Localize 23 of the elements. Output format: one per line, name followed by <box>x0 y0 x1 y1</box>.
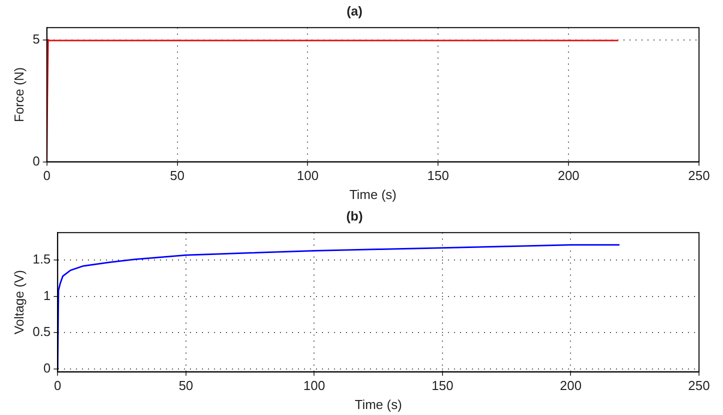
x-tick-label: 200 <box>558 168 580 184</box>
x-tick-label: 50 <box>170 168 184 184</box>
x-tick-label: 150 <box>432 378 454 394</box>
y-tick-label: 1.5 <box>32 252 51 267</box>
x-tick-label: 200 <box>560 378 582 394</box>
x-axis-title: Time (s) <box>354 396 402 412</box>
y-axis-title: Force (N) <box>11 67 26 122</box>
y-axis-title: Voltage (V) <box>11 270 26 334</box>
x-tick-label: 100 <box>296 168 319 184</box>
chart-title: (b) <box>346 208 363 224</box>
y-tick-label: 0 <box>32 153 40 168</box>
x-axis-title: Time (s) <box>349 186 397 202</box>
y-tick-label: 1 <box>43 288 51 303</box>
y-tick-label: 0.5 <box>32 324 51 340</box>
y-tick-label: 5 <box>32 31 40 46</box>
x-tick-label: 250 <box>688 168 710 184</box>
x-tick-label: 0 <box>54 378 62 394</box>
x-tick-label: 50 <box>178 378 194 394</box>
y-tick-label: 0 <box>43 360 51 376</box>
x-tick-label: 150 <box>427 168 449 184</box>
x-tick-label: 250 <box>688 378 710 394</box>
x-tick-label: 100 <box>303 378 326 394</box>
chart-title: (a) <box>346 3 362 18</box>
